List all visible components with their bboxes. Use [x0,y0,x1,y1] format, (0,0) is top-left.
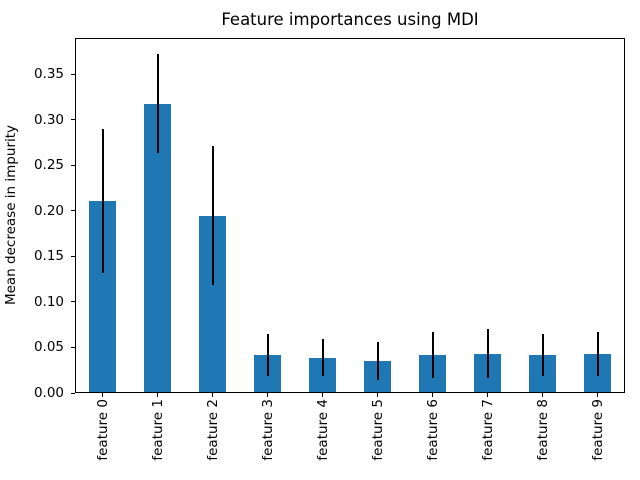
x-tick-feature-2 [212,393,213,397]
y-tick-0.35 [71,73,75,75]
plot-area [75,38,625,393]
x-tick-label-feature-1: feature 1 [148,399,168,471]
error-bar-feature-1 [156,54,159,153]
error-bar-feature-8 [541,333,544,376]
x-tick-feature-4 [322,393,323,397]
error-bar-feature-3 [266,333,269,376]
x-tick-label-feature-0: feature 0 [93,399,113,471]
y-tick-label-0.00: 0.00 [33,385,64,401]
x-tick-feature-8 [542,393,543,397]
error-bar-feature-0 [101,129,104,273]
x-tick-feature-0 [102,393,103,397]
x-tick-feature-5 [377,393,378,397]
x-tick-label-feature-4: feature 4 [313,399,333,471]
x-tick-label-text: feature 7 [479,399,496,461]
x-tick-label-text: feature 8 [534,399,551,461]
x-tick-label-text: feature 6 [424,399,441,461]
y-tick-0.20 [71,210,75,212]
x-tick-label-feature-7: feature 7 [478,399,498,471]
x-tick-feature-7 [487,393,488,397]
x-tick-label-feature-9: feature 9 [588,399,608,471]
x-tick-label-text: feature 3 [259,399,276,461]
x-tick-label-text: feature 4 [314,399,331,461]
x-tick-label-text: feature 1 [149,399,166,461]
x-tick-label-text: feature 2 [204,399,221,461]
error-bar-feature-4 [321,339,324,376]
x-tick-label-text: feature 9 [589,399,606,461]
x-tick-label-feature-2: feature 2 [203,399,223,471]
y-tick-0.25 [71,164,75,166]
x-tick-label-feature-3: feature 3 [258,399,278,471]
error-bar-feature-5 [376,342,379,381]
y-tick-label-0.35: 0.35 [33,66,64,83]
error-bar-feature-2 [211,146,214,285]
x-tick-label-text: feature 0 [94,399,111,461]
x-tick-label-feature-5: feature 5 [368,399,388,471]
x-tick-label-text: feature 5 [369,399,386,461]
y-tick-label-0.10: 0.10 [33,293,64,310]
error-bar-feature-9 [596,332,599,376]
error-bar-feature-6 [431,332,434,378]
x-tick-label-feature-6: feature 6 [423,399,443,471]
x-tick-label-feature-8: feature 8 [533,399,553,471]
y-tick-0.30 [71,119,75,121]
y-tick-0.15 [71,255,75,257]
y-tick-0.10 [71,301,75,303]
y-tick-0.05 [71,346,75,348]
y-tick-label-0.30: 0.30 [33,111,64,128]
chart-title: Feature importances using MDI [221,10,479,29]
y-tick-label-0.25: 0.25 [33,157,64,174]
error-bar-feature-7 [486,329,489,379]
y-tick-label-0.15: 0.15 [33,248,64,265]
y-tick-label-0.05: 0.05 [33,339,64,356]
y-tick-label-0.20: 0.20 [33,202,64,219]
x-tick-feature-1 [157,393,158,397]
x-tick-feature-9 [597,393,598,397]
y-tick-0.00 [71,392,75,394]
x-tick-feature-6 [432,393,433,397]
x-tick-feature-3 [267,393,268,397]
